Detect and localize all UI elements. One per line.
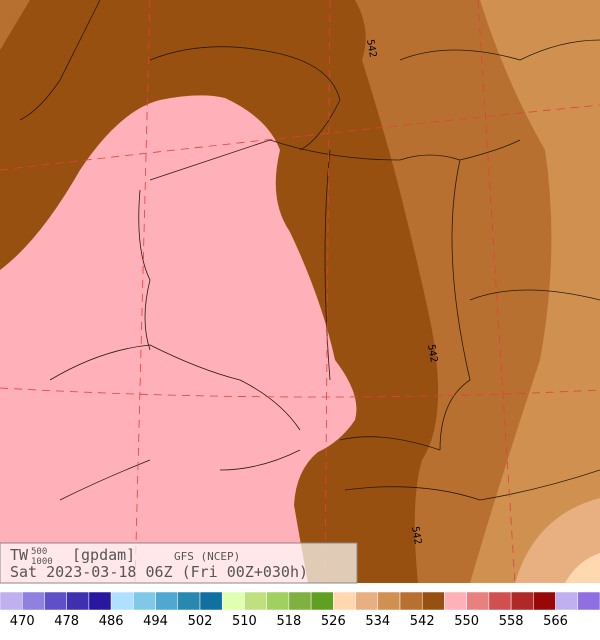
color-box [533, 591, 556, 611]
contour-label: 542 [364, 39, 378, 59]
color-box [466, 591, 490, 611]
color-box [66, 591, 90, 611]
legend-label: 502 [188, 614, 213, 629]
legend-label: 550 [454, 614, 479, 629]
grid [0, 0, 600, 584]
level-bottom: 1000 [31, 557, 53, 567]
legend-label: 478 [54, 614, 79, 629]
color-box [266, 591, 290, 611]
legend-label: 526 [321, 614, 346, 629]
legend-label: 486 [99, 614, 124, 629]
legend-label: 518 [276, 614, 301, 629]
borders [19, 0, 600, 501]
color-box [110, 591, 134, 611]
color-box [510, 591, 534, 611]
field-name: TW [10, 546, 29, 564]
color-box [21, 591, 45, 611]
color-box [155, 591, 179, 611]
legend-label: 566 [543, 614, 568, 629]
field-pink [0, 95, 357, 583]
model: GFS (NCEP) [174, 550, 240, 563]
color-box [377, 591, 401, 611]
legend-label: 558 [499, 614, 524, 629]
info-box [0, 542, 358, 584]
color-box [199, 591, 223, 611]
color-box [288, 591, 312, 611]
color-box [310, 591, 334, 611]
color-box [333, 591, 356, 611]
valid-time: Sat 2023-03-18 06Z (Fri 00Z+030h) [10, 563, 308, 581]
contour-label: 542 [409, 526, 423, 546]
color-box [133, 591, 156, 611]
color-box [355, 591, 379, 611]
color-box [577, 591, 600, 611]
legend-label: 534 [365, 614, 390, 629]
units: [gpdam] [72, 546, 135, 564]
color-box [44, 591, 67, 611]
color-box [399, 591, 423, 611]
color-box [221, 591, 245, 611]
color-box [0, 591, 23, 611]
color-box [177, 591, 201, 611]
color-box [488, 591, 512, 611]
legend-label: 470 [10, 614, 35, 629]
color-box [88, 591, 112, 611]
legend-label: 542 [410, 614, 435, 629]
color-box [555, 591, 579, 611]
contour-label: 542 [425, 344, 439, 364]
color-box [421, 591, 445, 611]
legend-label: 494 [143, 614, 168, 629]
level-top: 500 [31, 547, 47, 557]
color-box [444, 591, 467, 611]
colorbar: 470 478 486 494 502 510 518 526 534 542 550 558 566 [0, 591, 600, 629]
field-lighter [515, 498, 600, 583]
color-box [244, 591, 267, 611]
field-light [470, 0, 600, 583]
field-lightest [565, 553, 600, 583]
legend-label: 510 [232, 614, 257, 629]
